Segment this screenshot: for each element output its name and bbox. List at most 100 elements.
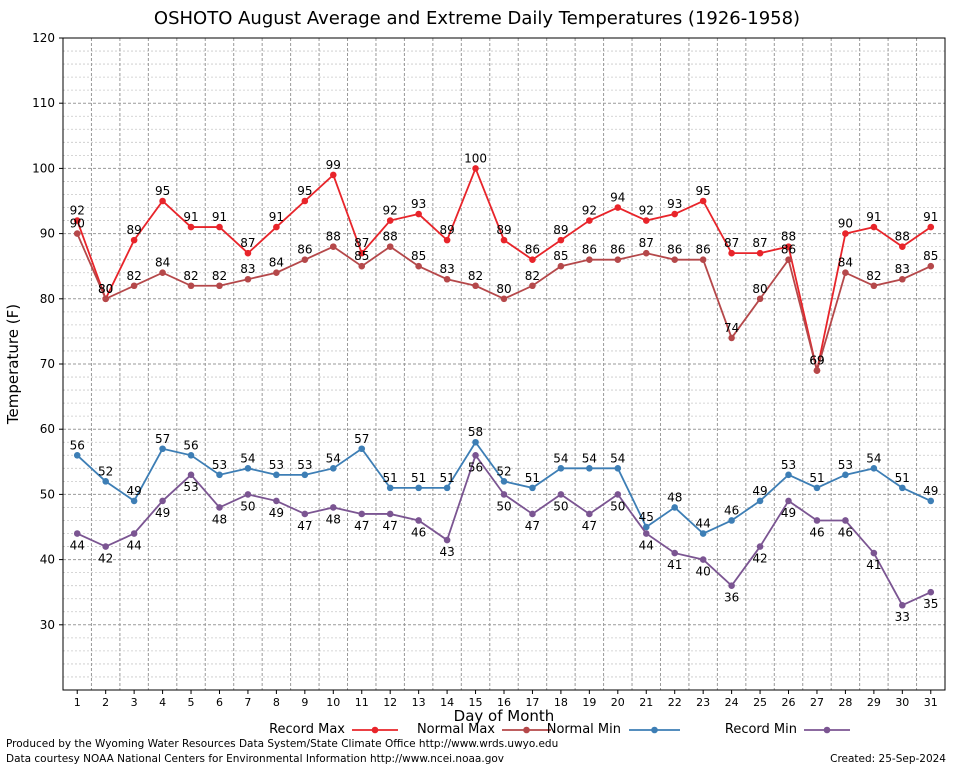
record-max-point bbox=[785, 243, 792, 250]
record-max-data-label: 91 bbox=[923, 210, 938, 224]
normal-max-data-label: 82 bbox=[468, 269, 483, 283]
record-min-point bbox=[244, 491, 252, 498]
series-normal-min: 56 52 49 57 56 53 54 53 53 54 57 51 51 51 58 52 51 54 54 54… bbox=[70, 425, 938, 537]
record-max-data-label: 88 bbox=[895, 230, 910, 244]
record-max-point bbox=[443, 236, 451, 244]
y-tick-label: 120 bbox=[32, 31, 55, 45]
record-min-point bbox=[73, 530, 81, 537]
normal-max-point bbox=[756, 295, 764, 303]
normal-min-point bbox=[187, 451, 195, 459]
record-min-data-label: 53 bbox=[183, 480, 198, 494]
x-tick-label: 23 bbox=[696, 696, 710, 709]
normal-max-point bbox=[699, 256, 707, 263]
normal-max-point bbox=[557, 262, 565, 270]
record-min-data-label: 47 bbox=[582, 519, 597, 533]
legend-item-normal-min: Normal Min bbox=[547, 722, 680, 737]
normal-max-data-label: 86 bbox=[610, 243, 625, 257]
record-min-data-label: 48 bbox=[326, 512, 341, 526]
y-tick-label: 90 bbox=[40, 227, 55, 241]
normal-max-data-label: 82 bbox=[866, 269, 881, 283]
normal-max-point bbox=[529, 282, 536, 290]
normal-max-point bbox=[472, 282, 479, 290]
record-min-point bbox=[785, 497, 792, 505]
record-max-data-label: 89 bbox=[496, 223, 511, 237]
record-max-point bbox=[472, 165, 479, 172]
record-max-data-label: 92 bbox=[582, 204, 597, 218]
legend-item-record-max: Record Max bbox=[269, 722, 398, 737]
record-min-point bbox=[216, 504, 223, 511]
record-max-data-label: 92 bbox=[639, 204, 654, 218]
record-max-point bbox=[927, 223, 935, 231]
y-tick-label: 50 bbox=[40, 487, 55, 501]
x-tick-label: 9 bbox=[301, 696, 308, 709]
x-tick-label: 2 bbox=[102, 696, 109, 709]
record-min-point bbox=[586, 510, 593, 518]
normal-min-data-label: 51 bbox=[411, 471, 426, 485]
x-tick-label: 18 bbox=[554, 696, 568, 709]
record-min-data-label: 46 bbox=[809, 525, 824, 539]
normal-min-data-label: 54 bbox=[553, 451, 568, 465]
record-min-point bbox=[813, 517, 821, 524]
record-min-data-label: 44 bbox=[126, 539, 141, 553]
record-min-data-label: 50 bbox=[496, 499, 511, 513]
record-min-point bbox=[899, 601, 906, 609]
legend-swatch-marker bbox=[523, 726, 530, 734]
record-max-data-label: 95 bbox=[297, 184, 312, 198]
normal-min-point bbox=[785, 471, 792, 479]
normal-max-point bbox=[187, 282, 195, 290]
normal-min-point bbox=[699, 530, 707, 537]
normal-min-point bbox=[301, 471, 309, 479]
normal-min-data-label: 57 bbox=[354, 432, 369, 446]
normal-min-data-label: 45 bbox=[639, 510, 654, 524]
normal-max-point bbox=[728, 334, 735, 342]
record-max-point bbox=[386, 217, 394, 224]
record-min-data-label: 49 bbox=[155, 506, 170, 520]
record-max-point bbox=[273, 223, 280, 231]
record-max-data-label: 99 bbox=[326, 158, 341, 172]
record-max-data-label: 95 bbox=[155, 184, 170, 198]
legend-label: Normal Min bbox=[547, 722, 621, 737]
x-tick-label: 5 bbox=[188, 696, 195, 709]
normal-min-point bbox=[500, 478, 508, 485]
record-min-data-label: 49 bbox=[781, 506, 796, 520]
record-min-data-label: 46 bbox=[411, 525, 426, 539]
legend-swatch-marker bbox=[651, 726, 658, 734]
normal-max-data-label: 83 bbox=[240, 262, 255, 276]
x-tick-label: 31 bbox=[924, 696, 938, 709]
record-min-point bbox=[273, 497, 280, 505]
normal-max-point bbox=[358, 262, 366, 270]
record-max-point bbox=[73, 217, 81, 224]
record-min-data-label: 47 bbox=[354, 519, 369, 533]
record-min-data-label: 50 bbox=[240, 499, 255, 513]
x-tick-label: 29 bbox=[867, 696, 881, 709]
x-tick-label: 1 bbox=[74, 696, 81, 709]
normal-max-data-label: 69 bbox=[809, 354, 824, 368]
record-max-point bbox=[301, 197, 309, 205]
record-max-data-label: 93 bbox=[667, 197, 682, 211]
x-tick-label: 11 bbox=[355, 696, 369, 709]
normal-max-point bbox=[273, 269, 280, 277]
normal-min-data-label: 44 bbox=[696, 517, 711, 531]
x-tick-label: 22 bbox=[668, 696, 682, 709]
footer-created-date: Created: 25-Sep-2024 bbox=[830, 753, 946, 765]
legend-label: Record Max bbox=[269, 722, 345, 737]
record-min-point bbox=[614, 491, 622, 498]
x-tick-label: 25 bbox=[753, 696, 767, 709]
normal-max-point bbox=[671, 256, 679, 263]
grid bbox=[63, 37, 945, 690]
normal-min-point bbox=[842, 471, 849, 479]
record-max-data-label: 87 bbox=[240, 236, 255, 250]
normal-max-point bbox=[386, 243, 394, 250]
record-max-point bbox=[557, 236, 565, 244]
record-min-data-label: 41 bbox=[866, 558, 881, 572]
record-max-data-label: 91 bbox=[269, 210, 284, 224]
record-max-point bbox=[529, 256, 536, 263]
legend-item-record-min: Record Min bbox=[725, 722, 850, 737]
x-tick-label: 20 bbox=[611, 696, 625, 709]
record-min-point bbox=[130, 530, 138, 537]
normal-max-data-label: 86 bbox=[582, 243, 597, 257]
x-tick-label: 19 bbox=[582, 696, 596, 709]
normal-min-point bbox=[927, 497, 935, 505]
record-max-data-label: 89 bbox=[439, 223, 454, 237]
normal-min-data-label: 54 bbox=[582, 451, 597, 465]
